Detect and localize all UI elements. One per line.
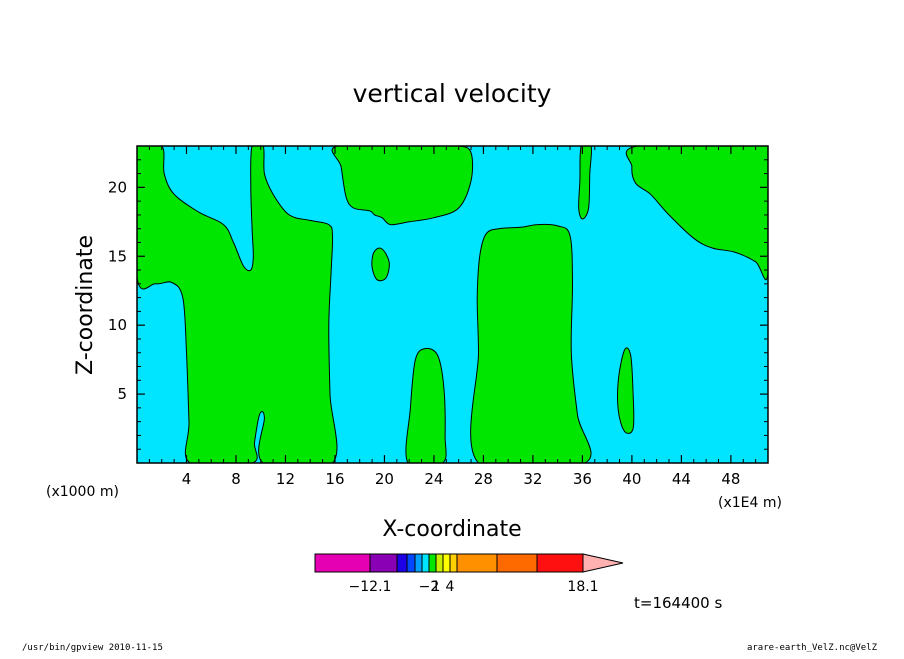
colorbar-segment bbox=[496, 553, 538, 573]
colorbar-label: 18.1 bbox=[567, 579, 598, 595]
x-axis-ticks: 4 8 12 16 20 24 28 32 36 40 44 48 bbox=[148, 146, 757, 488]
colorbar-segment bbox=[369, 553, 398, 573]
colorbar-segment bbox=[428, 553, 437, 573]
x-tick-label: 4 bbox=[182, 470, 192, 488]
x-tick-label: 16 bbox=[325, 470, 344, 488]
x-tick-label: 40 bbox=[622, 470, 641, 488]
colorbar: −12.1 −21 4 18.1 bbox=[314, 553, 624, 595]
colorbar-segment bbox=[449, 553, 458, 573]
y-axis-label: Z-coordinate bbox=[73, 235, 98, 375]
colorbar-segment bbox=[456, 553, 498, 573]
x-tick-label: 44 bbox=[672, 470, 691, 488]
x-tick-label: 48 bbox=[721, 470, 740, 488]
x-axis-units-left: (x1000 m) bbox=[46, 484, 119, 500]
y-tick-label: 15 bbox=[108, 247, 127, 265]
colorbar-label: −12.1 bbox=[349, 579, 392, 595]
chart-title: vertical velocity bbox=[353, 79, 552, 108]
x-tick-label: 8 bbox=[231, 470, 241, 488]
x-tick-label: 32 bbox=[523, 470, 542, 488]
region-positive-7 bbox=[617, 347, 635, 434]
region-positive-4 bbox=[405, 347, 447, 463]
x-axis-units-right: (x1E4 m) bbox=[718, 495, 782, 511]
colorbar-extension bbox=[582, 553, 624, 573]
colorbar-segment bbox=[442, 553, 451, 573]
x-axis-label: X-coordinate bbox=[382, 517, 521, 542]
colorbar-segment bbox=[314, 553, 371, 573]
x-tick-label: 20 bbox=[375, 470, 394, 488]
y-tick-label: 5 bbox=[117, 385, 127, 403]
time-label: t=164400 s bbox=[634, 594, 722, 612]
x-tick-label: 24 bbox=[424, 470, 443, 488]
footer-right: arare-earth_VelZ.nc@VelZ bbox=[747, 643, 878, 653]
colorbar-segment bbox=[414, 553, 423, 573]
x-tick-label: 36 bbox=[573, 470, 592, 488]
region-positive-6 bbox=[578, 146, 593, 220]
region-positive-8 bbox=[625, 146, 768, 281]
contour-regions bbox=[137, 146, 768, 463]
y-tick-label: 10 bbox=[108, 316, 127, 334]
colorbar-segment bbox=[421, 553, 430, 573]
region-positive-5 bbox=[470, 223, 592, 463]
region-positive-2 bbox=[331, 146, 474, 226]
colorbar-segment bbox=[406, 553, 416, 573]
colorbar-segment bbox=[435, 553, 444, 573]
plot-frame bbox=[136, 145, 769, 464]
colorbar-segment bbox=[396, 553, 408, 573]
colorbar-label: 4 bbox=[446, 579, 455, 595]
y-axis-ticks: 5 10 15 20 bbox=[108, 159, 768, 450]
colorbar-segment bbox=[536, 553, 584, 573]
colorbar-label: 1 bbox=[432, 579, 441, 595]
colorbar-label: −2 bbox=[419, 579, 440, 595]
region-positive-3 bbox=[371, 247, 390, 282]
region-positive-1 bbox=[137, 146, 338, 463]
x-tick-label: 12 bbox=[276, 470, 295, 488]
y-tick-label: 20 bbox=[108, 178, 127, 196]
footer-left: /usr/bin/gpview 2010-11-15 bbox=[22, 643, 163, 653]
x-tick-label: 28 bbox=[474, 470, 493, 488]
